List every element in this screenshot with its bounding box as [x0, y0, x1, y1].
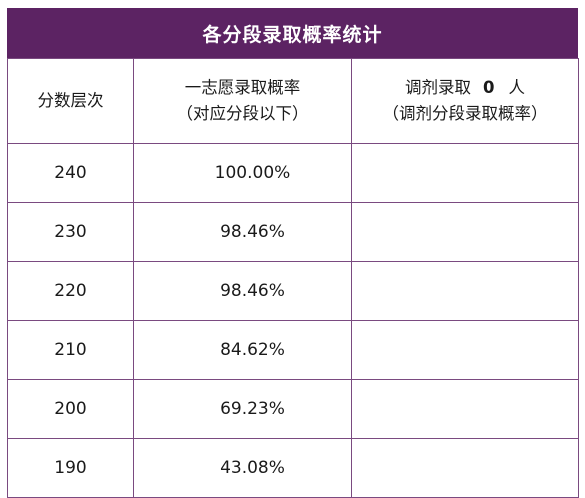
table-title: 各分段录取概率统计 — [7, 8, 578, 58]
table-row: 190 43.08% — [7, 438, 579, 498]
first-choice-cell: 98.46% — [133, 261, 352, 321]
header-first-choice: 一志愿录取概率 （对应分段以下） — [133, 58, 352, 144]
header-row: 分数层次 一志愿录取概率 （对应分段以下） 调剂录取 0 人 （调剂分段录取概率） — [7, 58, 579, 144]
adjusted-cell — [351, 438, 579, 498]
admission-probability-table-card: 各分段录取概率统计 分数层次 一志愿录取概率 （对应分段以下） 调剂录取 0 人 （… — [7, 8, 579, 498]
table-row: 230 98.46% — [7, 202, 579, 262]
first-choice-cell: 43.08% — [133, 438, 352, 498]
header-adjusted-label: 调剂录取 0 人 — [352, 75, 578, 101]
adjusted-cell — [351, 379, 579, 439]
score-cell: 200 — [7, 379, 134, 439]
adjusted-cell — [351, 320, 579, 380]
table-row: 220 98.46% — [7, 261, 579, 321]
first-choice-value: 84.62% — [220, 340, 285, 360]
first-choice-value: 98.46% — [220, 281, 285, 301]
header-first-choice-note: （对应分段以下） — [176, 104, 309, 123]
header-score-band: 分数层次 — [7, 58, 134, 144]
first-choice-value: 100.00% — [214, 163, 291, 183]
table-row: 210 84.62% — [7, 320, 579, 380]
adjusted-cell — [351, 261, 579, 321]
header-adjusted-note: （调剂分段录取概率） — [382, 104, 548, 123]
score-cell: 210 — [7, 320, 134, 380]
score-cell: 220 — [7, 261, 134, 321]
header-adjusted-prefix: 调剂录取 — [405, 78, 471, 97]
header-adjusted: 调剂录取 0 人 （调剂分段录取概率） — [351, 58, 579, 144]
first-choice-value: 43.08% — [220, 458, 285, 478]
header-first-choice-label: 一志愿录取概率 — [184, 78, 301, 97]
admission-probability-table: 分数层次 一志愿录取概率 （对应分段以下） 调剂录取 0 人 （调剂分段录取概率） … — [7, 58, 579, 498]
adjusted-cell — [351, 202, 579, 262]
adjusted-cell — [351, 143, 579, 203]
table-row: 240 100.00% — [7, 143, 579, 203]
score-cell: 190 — [7, 438, 134, 498]
first-choice-value: 69.23% — [220, 399, 285, 419]
first-choice-cell: 84.62% — [133, 320, 352, 380]
first-choice-cell: 100.00% — [133, 143, 352, 203]
score-cell: 230 — [7, 202, 134, 262]
first-choice-cell: 98.46% — [133, 202, 352, 262]
adjusted-count: 0 — [483, 78, 495, 97]
score-cell: 240 — [7, 143, 134, 203]
first-choice-cell: 69.23% — [133, 379, 352, 439]
header-score-band-label: 分数层次 — [37, 91, 104, 110]
header-adjusted-unit: 人 — [508, 78, 525, 97]
first-choice-value: 98.46% — [220, 222, 285, 242]
table-row: 200 69.23% — [7, 379, 579, 439]
